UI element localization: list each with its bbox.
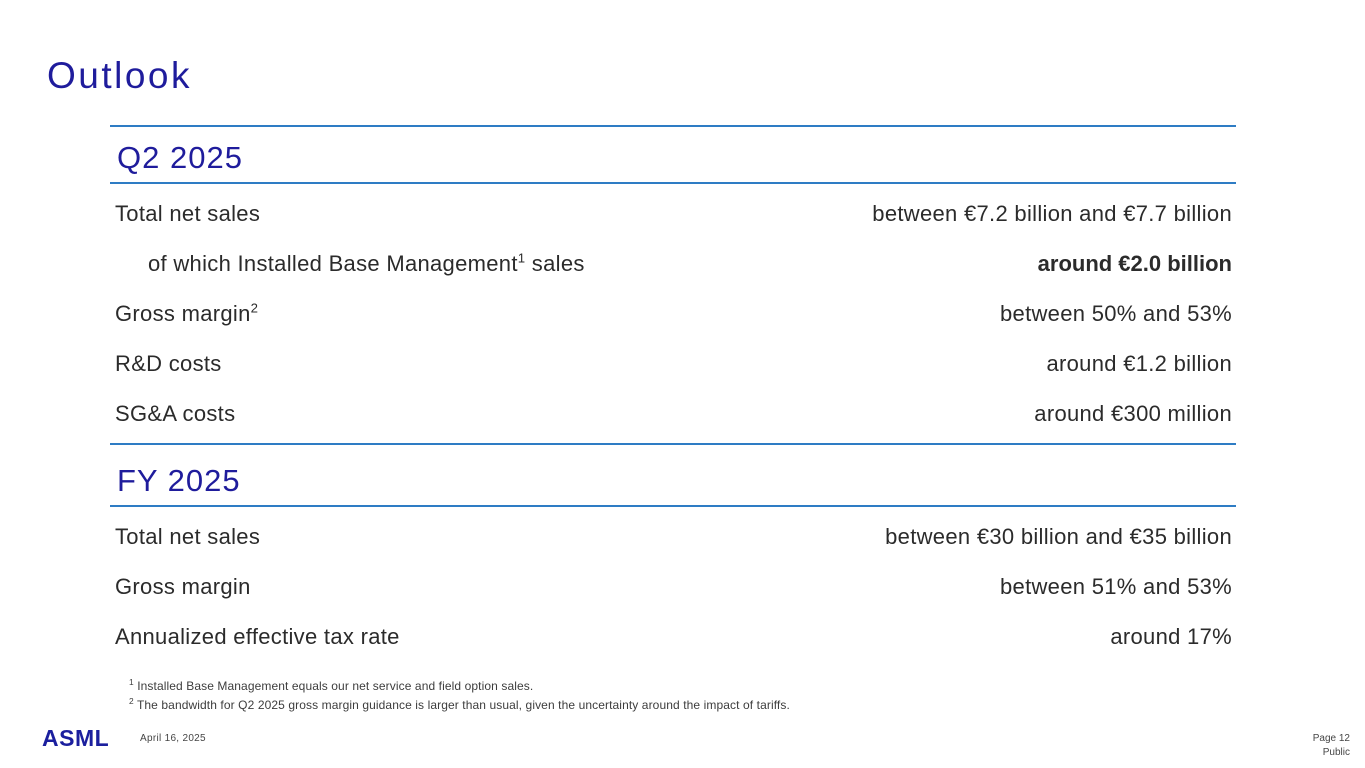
row-label-text: Gross margin (115, 574, 251, 599)
row-value: around €1.2 billion (1046, 351, 1232, 376)
footnote-1: 1 Installed Base Management equals our n… (129, 677, 790, 696)
page-title: Outlook (47, 55, 193, 96)
row-label-text: Gross margin (115, 301, 251, 326)
row-value: around €300 million (1034, 401, 1232, 426)
fy-2025-rows: Total net sales between €30 billion and … (110, 507, 1236, 662)
classification-label: Public (1322, 747, 1350, 758)
row-label-suffix: sales (525, 251, 585, 276)
table-row: SG&A costs around €300 million (115, 389, 1232, 439)
row-value: between 51% and 53% (1000, 574, 1232, 599)
divider-fy-heading (110, 505, 1236, 507)
outlook-content: Q2 2025 Total net sales between €7.2 bil… (110, 125, 1236, 662)
footnote-text: The bandwidth for Q2 2025 gross margin g… (133, 697, 790, 712)
asml-logo: ASML (42, 725, 110, 751)
row-label-text: of which Installed Base Management (148, 251, 518, 276)
section-heading-q2-2025: Q2 2025 (117, 140, 243, 175)
row-label: of which Installed Base Management1 sale… (115, 251, 585, 277)
row-value: between €7.2 billion and €7.7 billion (872, 201, 1232, 226)
row-label-text: Total net sales (115, 201, 261, 226)
footer-date: April 16, 2025 (140, 733, 206, 744)
row-label: SG&A costs (115, 401, 235, 427)
table-row: Total net sales between €30 billion and … (115, 512, 1232, 562)
row-label: Annualized effective tax rate (115, 624, 400, 650)
footer-meta: Page 12 Public (1313, 732, 1350, 760)
divider-top (110, 125, 1236, 127)
footnote-text: Installed Base Management equals our net… (133, 679, 534, 693)
row-label-sup: 2 (250, 300, 259, 316)
divider-q2-heading (110, 182, 1236, 184)
footnote-sup: 1 (129, 677, 134, 687)
row-value: between €30 billion and €35 billion (885, 524, 1232, 549)
table-row: Gross margin between 51% and 53% (115, 562, 1232, 612)
table-row: of which Installed Base Management1 sale… (115, 239, 1232, 289)
table-row: Annualized effective tax rate around 17% (115, 612, 1232, 662)
row-label-text: Total net sales (115, 524, 261, 549)
row-label-text: Annualized effective tax rate (115, 624, 400, 649)
footnote-sup: 2 (129, 695, 134, 706)
row-label-text: SG&A costs (115, 401, 236, 426)
row-value: around €2.0 billion (1037, 251, 1232, 276)
section-heading-fy-2025: FY 2025 (117, 463, 241, 498)
table-row: Gross margin2 between 50% and 53% (115, 289, 1232, 339)
row-label: Gross margin (115, 574, 251, 600)
footnote-2: 2 The bandwidth for Q2 2025 gross margin… (129, 696, 790, 715)
table-row: Total net sales between €7.2 billion and… (115, 189, 1232, 239)
footnotes: 1 Installed Base Management equals our n… (129, 677, 790, 714)
page-number: Page 12 (1312, 733, 1350, 744)
row-label: Gross margin2 (115, 301, 258, 327)
row-label-text: R&D costs (115, 351, 222, 376)
q2-2025-rows: Total net sales between €7.2 billion and… (110, 184, 1236, 443)
row-label-sup: 1 (517, 250, 526, 266)
row-label: Total net sales (115, 201, 260, 227)
divider-q2-bottom (110, 443, 1236, 445)
row-label: Total net sales (115, 524, 260, 550)
row-label: R&D costs (115, 351, 222, 377)
row-value: around 17% (1110, 624, 1232, 649)
row-value: between 50% and 53% (1000, 301, 1232, 326)
table-row: R&D costs around €1.2 billion (115, 339, 1232, 389)
